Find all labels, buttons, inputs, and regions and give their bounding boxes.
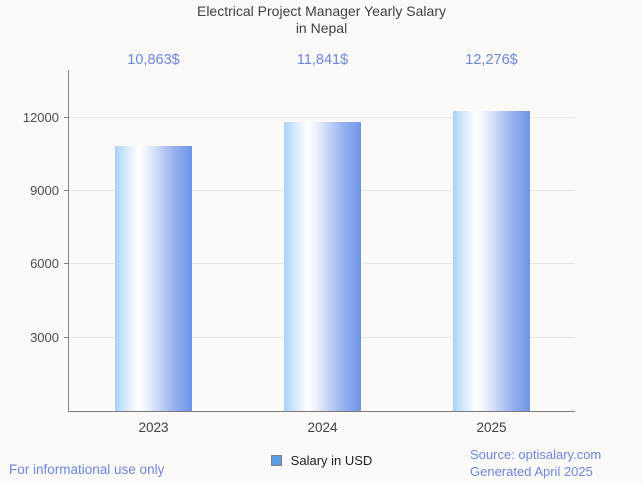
disclaimer-text: For informational use only xyxy=(9,462,165,477)
y-tick-mark xyxy=(64,336,69,338)
bar-2023[interactable] xyxy=(115,145,192,411)
y-tick-label: 3000 xyxy=(30,329,59,345)
value-annotation: 11,841$ xyxy=(296,52,349,68)
bar-2025[interactable] xyxy=(453,111,530,411)
value-annotation: 10,863$ xyxy=(127,52,180,68)
x-tick-label: 2025 xyxy=(476,420,507,435)
value-annotation: 12,276$ xyxy=(465,52,518,68)
source-credit: Source: optisalary.com Generated April 2… xyxy=(470,446,601,480)
legend-swatch-icon xyxy=(270,455,282,466)
chart-title: Electrical Project Manager Yearly Salary… xyxy=(0,3,643,36)
y-tick-label: 6000 xyxy=(30,256,59,272)
y-tick-mark xyxy=(64,116,69,118)
generated-line: Generated April 2025 xyxy=(470,464,593,479)
x-tick-label: 2023 xyxy=(138,420,169,435)
gridline xyxy=(69,116,575,118)
plot-area: 3000 6000 9000 12000 2023 10,863$ 2024 11,841$ 2… xyxy=(23,52,575,435)
y-tick-label: 12000 xyxy=(22,109,59,125)
x-tick-label: 2024 xyxy=(307,420,338,435)
chart-legend: Salary in USD xyxy=(0,453,643,468)
y-tick-mark xyxy=(64,263,69,265)
y-tick-mark xyxy=(64,190,69,192)
source-line: Source: optisalary.com xyxy=(470,447,602,462)
chart-title-line2: in Nepal xyxy=(295,19,348,36)
bar-2024[interactable] xyxy=(284,121,361,411)
legend-label: Salary in USD xyxy=(290,453,373,468)
chart-title-line1: Electrical Project Manager Yearly Salary xyxy=(196,3,446,19)
y-tick-label: 9000 xyxy=(30,183,59,199)
